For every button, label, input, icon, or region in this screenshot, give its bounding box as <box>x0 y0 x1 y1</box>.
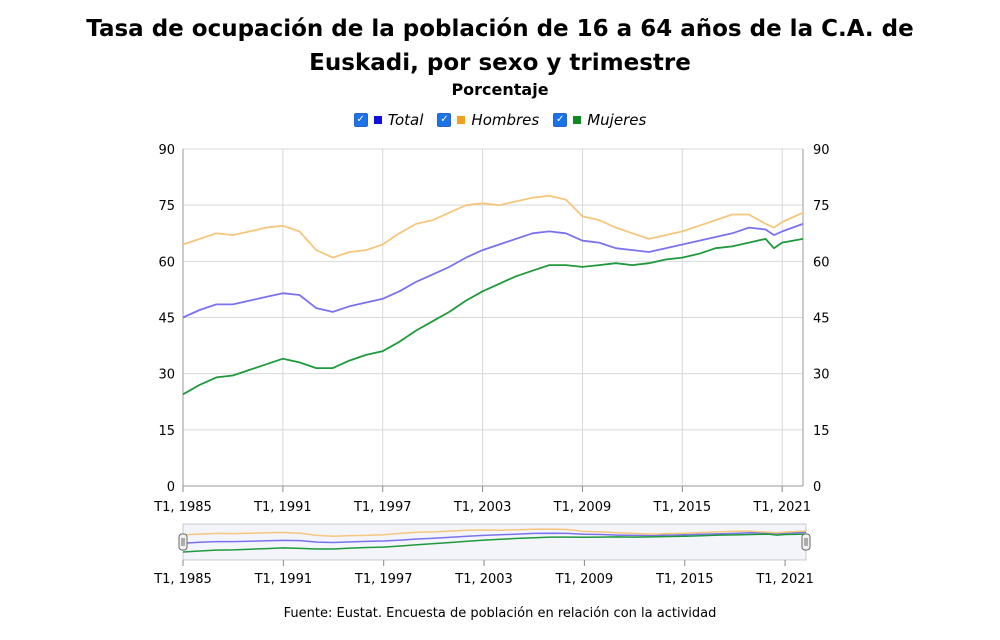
navigator-tick-label-1991: T1, 1991 <box>254 572 313 587</box>
navigator-series-total <box>182 531 807 544</box>
y-tick-right-90: 90 <box>813 143 830 158</box>
source-note: Fuente: Eustat. Encuesta de población en… <box>283 606 717 621</box>
navigator-tick-label-2015: T1, 2015 <box>655 572 714 587</box>
checkbox-hombres[interactable]: ✓ <box>437 113 452 127</box>
x-tick-label-2015: T1, 2015 <box>653 500 712 515</box>
navigator-tick-label-1997: T1, 1997 <box>354 572 413 587</box>
y-tick-right-75: 75 <box>813 199 830 214</box>
series-line-total <box>182 223 804 319</box>
legend-swatch-mujeres <box>573 116 582 124</box>
legend-label-total: Total <box>387 111 424 129</box>
y-tick-right-0: 0 <box>813 480 821 495</box>
y-tick-right-30: 30 <box>813 368 830 383</box>
chart-title: Tasa de ocupación de la población de 16 … <box>0 12 1000 80</box>
y-tick-right-45: 45 <box>813 312 830 327</box>
x-tick-label-1985: T1, 1985 <box>153 500 212 515</box>
legend-item-total[interactable]: ✓ Total <box>353 111 424 129</box>
y-tick-left-45: 45 <box>158 312 175 327</box>
navigator-tick-label-2021: T1, 2021 <box>755 572 814 587</box>
legend-swatch-total <box>373 116 382 124</box>
navigator-tick-label-2009: T1, 2009 <box>555 572 614 587</box>
legend-label-mujeres: Mujeres <box>587 111 647 129</box>
navigator-tick-label-2003: T1, 2003 <box>454 572 513 587</box>
y-tick-left-15: 15 <box>158 424 175 439</box>
legend-swatch-hombres <box>457 116 466 124</box>
y-tick-left-30: 30 <box>158 368 175 383</box>
legend-label-hombres: Hombres <box>471 111 540 129</box>
chart-subtitle: Porcentaje <box>451 80 549 99</box>
navigator-handle-left[interactable] <box>178 533 188 551</box>
x-tick-label-2009: T1, 2009 <box>553 500 612 515</box>
chart-title-line-1: Tasa de ocupación de la población de 16 … <box>86 16 914 42</box>
checkbox-total[interactable]: ✓ <box>353 113 368 127</box>
x-tick-label-2021: T1, 2021 <box>752 500 811 515</box>
y-tick-right-60: 60 <box>813 255 830 270</box>
series-line-mujeres <box>182 237 804 396</box>
chart-title-line-2: Euskadi, por sexo y trimestre <box>309 50 691 76</box>
navigator-series-hombres <box>182 528 807 537</box>
x-tick-label-1997: T1, 1997 <box>353 500 412 515</box>
legend: ✓ Total ✓ Hombres ✓ Mujeres <box>0 111 1000 129</box>
checkbox-mujeres[interactable]: ✓ <box>553 113 568 127</box>
x-tick-label-2003: T1, 2003 <box>453 500 512 515</box>
series-line-hombres <box>182 194 804 259</box>
legend-item-hombres[interactable]: ✓ Hombres <box>437 111 539 129</box>
y-tick-left-60: 60 <box>158 255 175 270</box>
navigator-series-mujeres <box>182 533 807 553</box>
y-tick-right-15: 15 <box>813 424 830 439</box>
navigator-handle-right[interactable] <box>801 533 811 551</box>
y-tick-left-90: 90 <box>158 143 175 158</box>
y-tick-left-75: 75 <box>158 199 175 214</box>
navigator-tick-label-1985: T1, 1985 <box>153 572 212 587</box>
legend-item-mujeres[interactable]: ✓ Mujeres <box>553 111 646 129</box>
y-tick-left-0: 0 <box>167 480 175 495</box>
x-tick-label-1991: T1, 1991 <box>253 500 312 515</box>
